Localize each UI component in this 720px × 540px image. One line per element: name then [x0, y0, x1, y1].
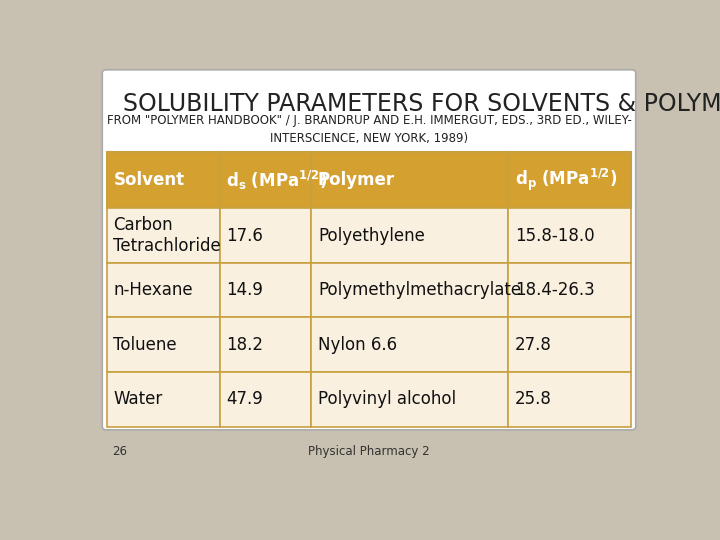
Text: Polymethylmethacrylate: Polymethylmethacrylate: [318, 281, 521, 299]
Bar: [107, 152, 220, 208]
Text: Polymer: Polymer: [318, 171, 395, 189]
Bar: [220, 263, 311, 318]
Bar: [311, 372, 508, 427]
Bar: [220, 208, 311, 263]
Bar: [220, 318, 311, 372]
Text: FROM "POLYMER HANDBOOK" / J. BRANDRUP AND E.H. IMMERGUT, EDS., 3RD ED., WILEY-
I: FROM "POLYMER HANDBOOK" / J. BRANDRUP AN…: [107, 114, 631, 145]
Text: Nylon 6.6: Nylon 6.6: [318, 336, 397, 354]
Bar: [107, 263, 220, 318]
Text: 47.9: 47.9: [226, 390, 263, 408]
Bar: [311, 318, 508, 372]
Bar: [311, 208, 508, 263]
Text: $\mathregular{d_p\ (MPa^{1/2})}$: $\mathregular{d_p\ (MPa^{1/2})}$: [515, 167, 617, 193]
Bar: [508, 152, 631, 208]
Text: 27.8: 27.8: [515, 336, 552, 354]
FancyBboxPatch shape: [102, 70, 636, 430]
Text: 18.2: 18.2: [226, 336, 264, 354]
Text: Polyvinyl alcohol: Polyvinyl alcohol: [318, 390, 456, 408]
Text: SOLUBILITY PARAMETERS FOR SOLVENTS & POLYMERS: SOLUBILITY PARAMETERS FOR SOLVENTS & POL…: [124, 92, 720, 116]
Bar: [220, 372, 311, 427]
Text: Solvent: Solvent: [114, 171, 184, 189]
Bar: [311, 152, 508, 208]
Text: 18.4-26.3: 18.4-26.3: [515, 281, 595, 299]
Text: Physical Pharmacy 2: Physical Pharmacy 2: [308, 445, 430, 458]
Text: n-Hexane: n-Hexane: [114, 281, 193, 299]
Text: $\mathregular{d_s\ (MPa^{1/2})}$: $\mathregular{d_s\ (MPa^{1/2})}$: [226, 168, 328, 192]
Bar: [220, 152, 311, 208]
Bar: [508, 208, 631, 263]
Text: Toluene: Toluene: [114, 336, 177, 354]
Bar: [508, 318, 631, 372]
Text: Water: Water: [114, 390, 163, 408]
Bar: [107, 208, 220, 263]
Text: 15.8-18.0: 15.8-18.0: [515, 227, 594, 245]
Text: 26: 26: [112, 445, 127, 458]
Bar: [107, 318, 220, 372]
Text: 14.9: 14.9: [226, 281, 263, 299]
Bar: [311, 263, 508, 318]
Text: 25.8: 25.8: [515, 390, 552, 408]
Text: Carbon
Tetrachloride: Carbon Tetrachloride: [114, 216, 221, 255]
Bar: [107, 372, 220, 427]
Bar: [508, 372, 631, 427]
Text: 17.6: 17.6: [226, 227, 263, 245]
Bar: [508, 263, 631, 318]
Text: Polyethylene: Polyethylene: [318, 227, 425, 245]
